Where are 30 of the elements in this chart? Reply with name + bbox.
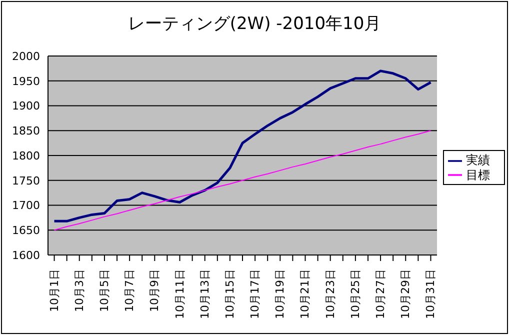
y-tick-label: 1850 xyxy=(12,124,40,138)
y-tick-label: 2000 xyxy=(12,50,40,63)
x-tick-label: 10月29日 xyxy=(399,269,412,319)
line-series xyxy=(54,130,432,231)
x-tick-label: 10月19日 xyxy=(274,269,287,319)
x-tick-label: 10月7日 xyxy=(123,269,136,312)
x-tick-label: 10月1日 xyxy=(48,269,61,312)
x-tick-label: 10月15日 xyxy=(223,269,236,319)
legend-label: 実績 xyxy=(466,152,490,167)
line-series xyxy=(53,70,432,222)
y-tick-label: 1950 xyxy=(12,74,40,88)
y-tick-label: 1900 xyxy=(12,100,40,113)
y-tick-label: 1700 xyxy=(12,199,40,212)
x-tick-label: 10月27日 xyxy=(374,269,388,319)
x-tick-label: 10月23日 xyxy=(324,269,337,319)
x-tick-label: 10月13日 xyxy=(198,269,212,319)
y-tick-label: 1800 xyxy=(12,149,40,162)
x-tick-label: 10月31日 xyxy=(424,269,438,319)
x-tick-label: 10月21日 xyxy=(298,269,312,319)
y-tick-label: 1600 xyxy=(12,248,40,262)
chart-title: レーティング(2W) -2010年10月 xyxy=(126,13,382,35)
y-tick-label: 1650 xyxy=(12,224,40,238)
x-tick-label: 10月11日 xyxy=(173,269,186,319)
x-tick-label: 10月5日 xyxy=(98,269,111,312)
legend-label: 目標 xyxy=(466,168,490,182)
x-tick-label: 10月3日 xyxy=(72,269,86,312)
x-tick-label: 10月17日 xyxy=(248,269,262,319)
y-tick-label: 1750 xyxy=(12,174,40,188)
x-tick-label: 10月25日 xyxy=(348,269,362,319)
x-tick-label: 10月9日 xyxy=(148,269,162,312)
